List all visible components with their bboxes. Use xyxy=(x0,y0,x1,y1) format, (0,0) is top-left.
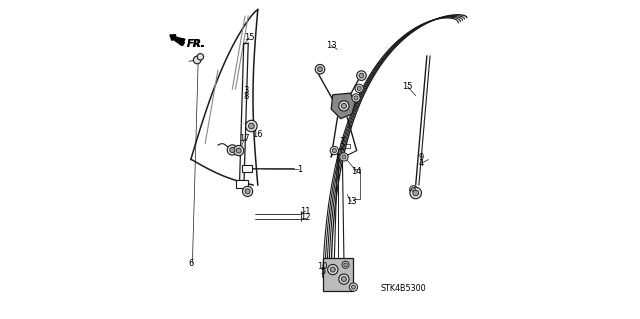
Circle shape xyxy=(412,188,415,191)
Text: 10: 10 xyxy=(317,262,328,271)
Circle shape xyxy=(349,283,358,291)
Text: 6: 6 xyxy=(188,259,193,268)
Circle shape xyxy=(344,263,348,267)
Circle shape xyxy=(316,64,324,74)
Circle shape xyxy=(351,285,356,289)
Text: FR.: FR. xyxy=(187,39,206,49)
Text: 2: 2 xyxy=(339,143,344,152)
Circle shape xyxy=(413,190,419,196)
Text: 16: 16 xyxy=(253,130,263,139)
Circle shape xyxy=(332,149,337,152)
Circle shape xyxy=(340,153,348,161)
Circle shape xyxy=(357,86,362,91)
Circle shape xyxy=(342,155,346,159)
Circle shape xyxy=(317,67,323,72)
Text: 13: 13 xyxy=(326,41,337,50)
Circle shape xyxy=(193,56,201,64)
Text: 12: 12 xyxy=(300,213,311,222)
Circle shape xyxy=(339,101,349,111)
Circle shape xyxy=(248,123,254,129)
FancyBboxPatch shape xyxy=(323,258,353,291)
Circle shape xyxy=(410,186,417,193)
Text: 4: 4 xyxy=(419,159,424,168)
Text: 14: 14 xyxy=(351,167,362,176)
Circle shape xyxy=(354,96,358,100)
Bar xyxy=(242,165,252,172)
Circle shape xyxy=(245,189,250,194)
Circle shape xyxy=(410,187,422,199)
Text: 8: 8 xyxy=(243,92,249,101)
Circle shape xyxy=(236,148,241,153)
Circle shape xyxy=(355,84,364,93)
Circle shape xyxy=(230,147,235,152)
Circle shape xyxy=(234,145,244,156)
Circle shape xyxy=(330,146,339,155)
Circle shape xyxy=(243,186,253,197)
Text: 9: 9 xyxy=(419,153,424,162)
Text: 5: 5 xyxy=(320,267,325,276)
Circle shape xyxy=(356,71,366,80)
Text: 15: 15 xyxy=(403,82,413,91)
Circle shape xyxy=(359,73,364,78)
Bar xyxy=(236,180,248,188)
Text: FR.: FR. xyxy=(186,39,204,49)
Text: 7: 7 xyxy=(339,137,344,146)
Text: 13: 13 xyxy=(346,197,356,206)
Circle shape xyxy=(342,261,349,268)
Text: 15: 15 xyxy=(244,33,255,42)
Circle shape xyxy=(227,145,237,155)
Circle shape xyxy=(330,267,335,272)
Text: 17: 17 xyxy=(239,134,250,143)
Text: 1: 1 xyxy=(297,165,302,174)
Circle shape xyxy=(341,103,346,108)
Circle shape xyxy=(352,94,360,102)
Circle shape xyxy=(339,274,349,284)
FancyArrow shape xyxy=(170,35,184,46)
Text: 3: 3 xyxy=(243,86,249,95)
Circle shape xyxy=(341,277,346,282)
Circle shape xyxy=(246,120,257,132)
Polygon shape xyxy=(331,93,355,119)
Circle shape xyxy=(197,54,204,60)
Text: 11: 11 xyxy=(300,207,311,216)
Circle shape xyxy=(328,264,338,275)
Text: STK4B5300: STK4B5300 xyxy=(380,284,426,293)
